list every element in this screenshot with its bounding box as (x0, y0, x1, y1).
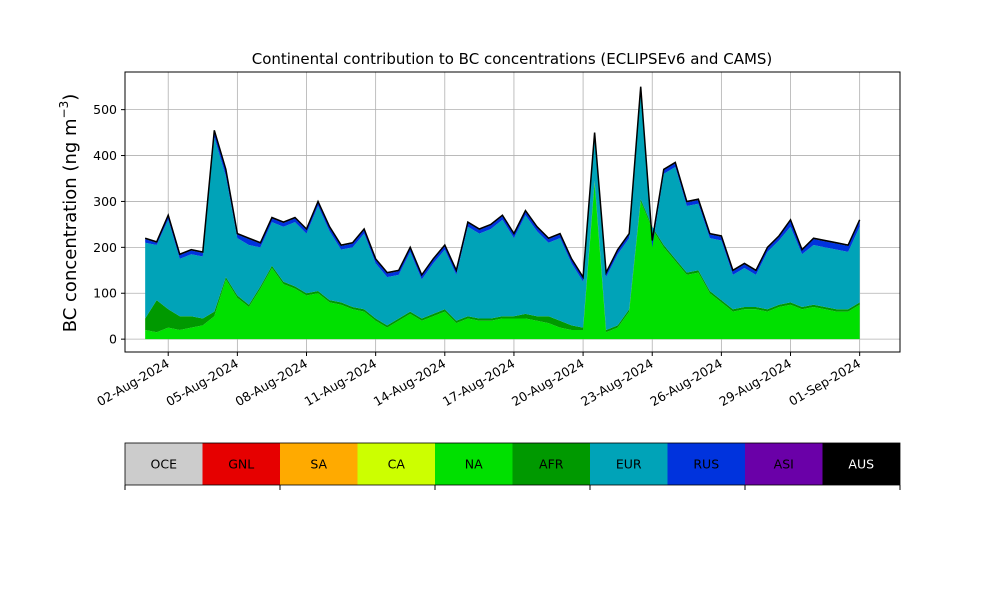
x-tick-label: 14-Aug-2024 (371, 356, 449, 409)
colorbar-swatch-ca (357, 443, 435, 485)
x-tick-label: 29-Aug-2024 (716, 356, 794, 409)
colorbar-label-sa: SA (310, 457, 327, 472)
y-axis-label-text: BC concentration (ng m (60, 118, 81, 332)
colorbar-swatch-eur (590, 443, 668, 485)
total-line (144, 86, 861, 280)
colorbar-label-eur: EUR (616, 457, 642, 472)
y-axis: 0 100 200 300 400 500 (93, 102, 125, 347)
stacked-areas (145, 86, 860, 340)
colorbar-label-aus: AUS (848, 457, 874, 472)
x-tick-label: 26-Aug-2024 (647, 356, 725, 409)
y-tick-label: 500 (93, 102, 117, 117)
region-colorbar: OCE GNL SA CA NA AFR EUR RUS ASI AUS (124, 442, 901, 490)
plot-frame (124, 71, 901, 353)
y-axis-label: BC concentration (ng m−3) (57, 94, 81, 333)
colorbar-swatch-aus (822, 443, 900, 485)
colorbar-swatch-asi (745, 443, 823, 485)
area-na (145, 183, 860, 340)
chart-title: Continental contribution to BC concentra… (252, 50, 773, 68)
x-tick-label: 17-Aug-2024 (440, 356, 518, 409)
x-tick-label: 11-Aug-2024 (302, 356, 380, 409)
x-tick-label: 23-Aug-2024 (578, 356, 656, 409)
plot-area (124, 71, 901, 353)
x-tick-label: 01-Sep-2024 (786, 356, 863, 409)
y-axis-label-superscript: −3 (57, 101, 71, 119)
colorbar-label-gnl: GNL (228, 457, 254, 472)
colorbar-swatch-afr (512, 443, 590, 485)
x-tick-label: 02-Aug-2024 (94, 356, 172, 409)
colorbar-label-rus: RUS (693, 457, 719, 472)
y-axis-label-close: ) (60, 94, 81, 101)
y-tick-label: 400 (93, 148, 117, 163)
colorbar-label-asi: ASI (774, 457, 794, 472)
y-tick-label: 200 (93, 240, 117, 255)
y-tick-label: 100 (93, 286, 117, 301)
colorbar-swatch-oce (125, 443, 203, 485)
total-concentration-line (144, 86, 861, 280)
y-tick-label: 0 (109, 332, 117, 347)
x-tick-label: 08-Aug-2024 (232, 356, 310, 409)
x-axis: 02-Aug-202405-Aug-202408-Aug-202411-Aug-… (94, 352, 863, 409)
y-tick-label: 300 (93, 194, 117, 209)
colorbar-label-ca: CA (388, 457, 406, 472)
colorbar-swatch-gnl (202, 443, 280, 485)
x-tick-label: 05-Aug-2024 (163, 356, 241, 409)
colorbar-frame (124, 442, 901, 486)
colorbar-swatch-na (435, 443, 513, 485)
colorbar-label-afr: AFR (539, 457, 564, 472)
colorbar-swatch-sa (280, 443, 358, 485)
colorbar-label-na: NA (465, 457, 483, 472)
area-eur (145, 91, 860, 330)
colorbar-swatch-rus (667, 443, 745, 485)
x-tick-label: 20-Aug-2024 (509, 356, 587, 409)
colorbar-label-oce: OCE (151, 457, 178, 472)
